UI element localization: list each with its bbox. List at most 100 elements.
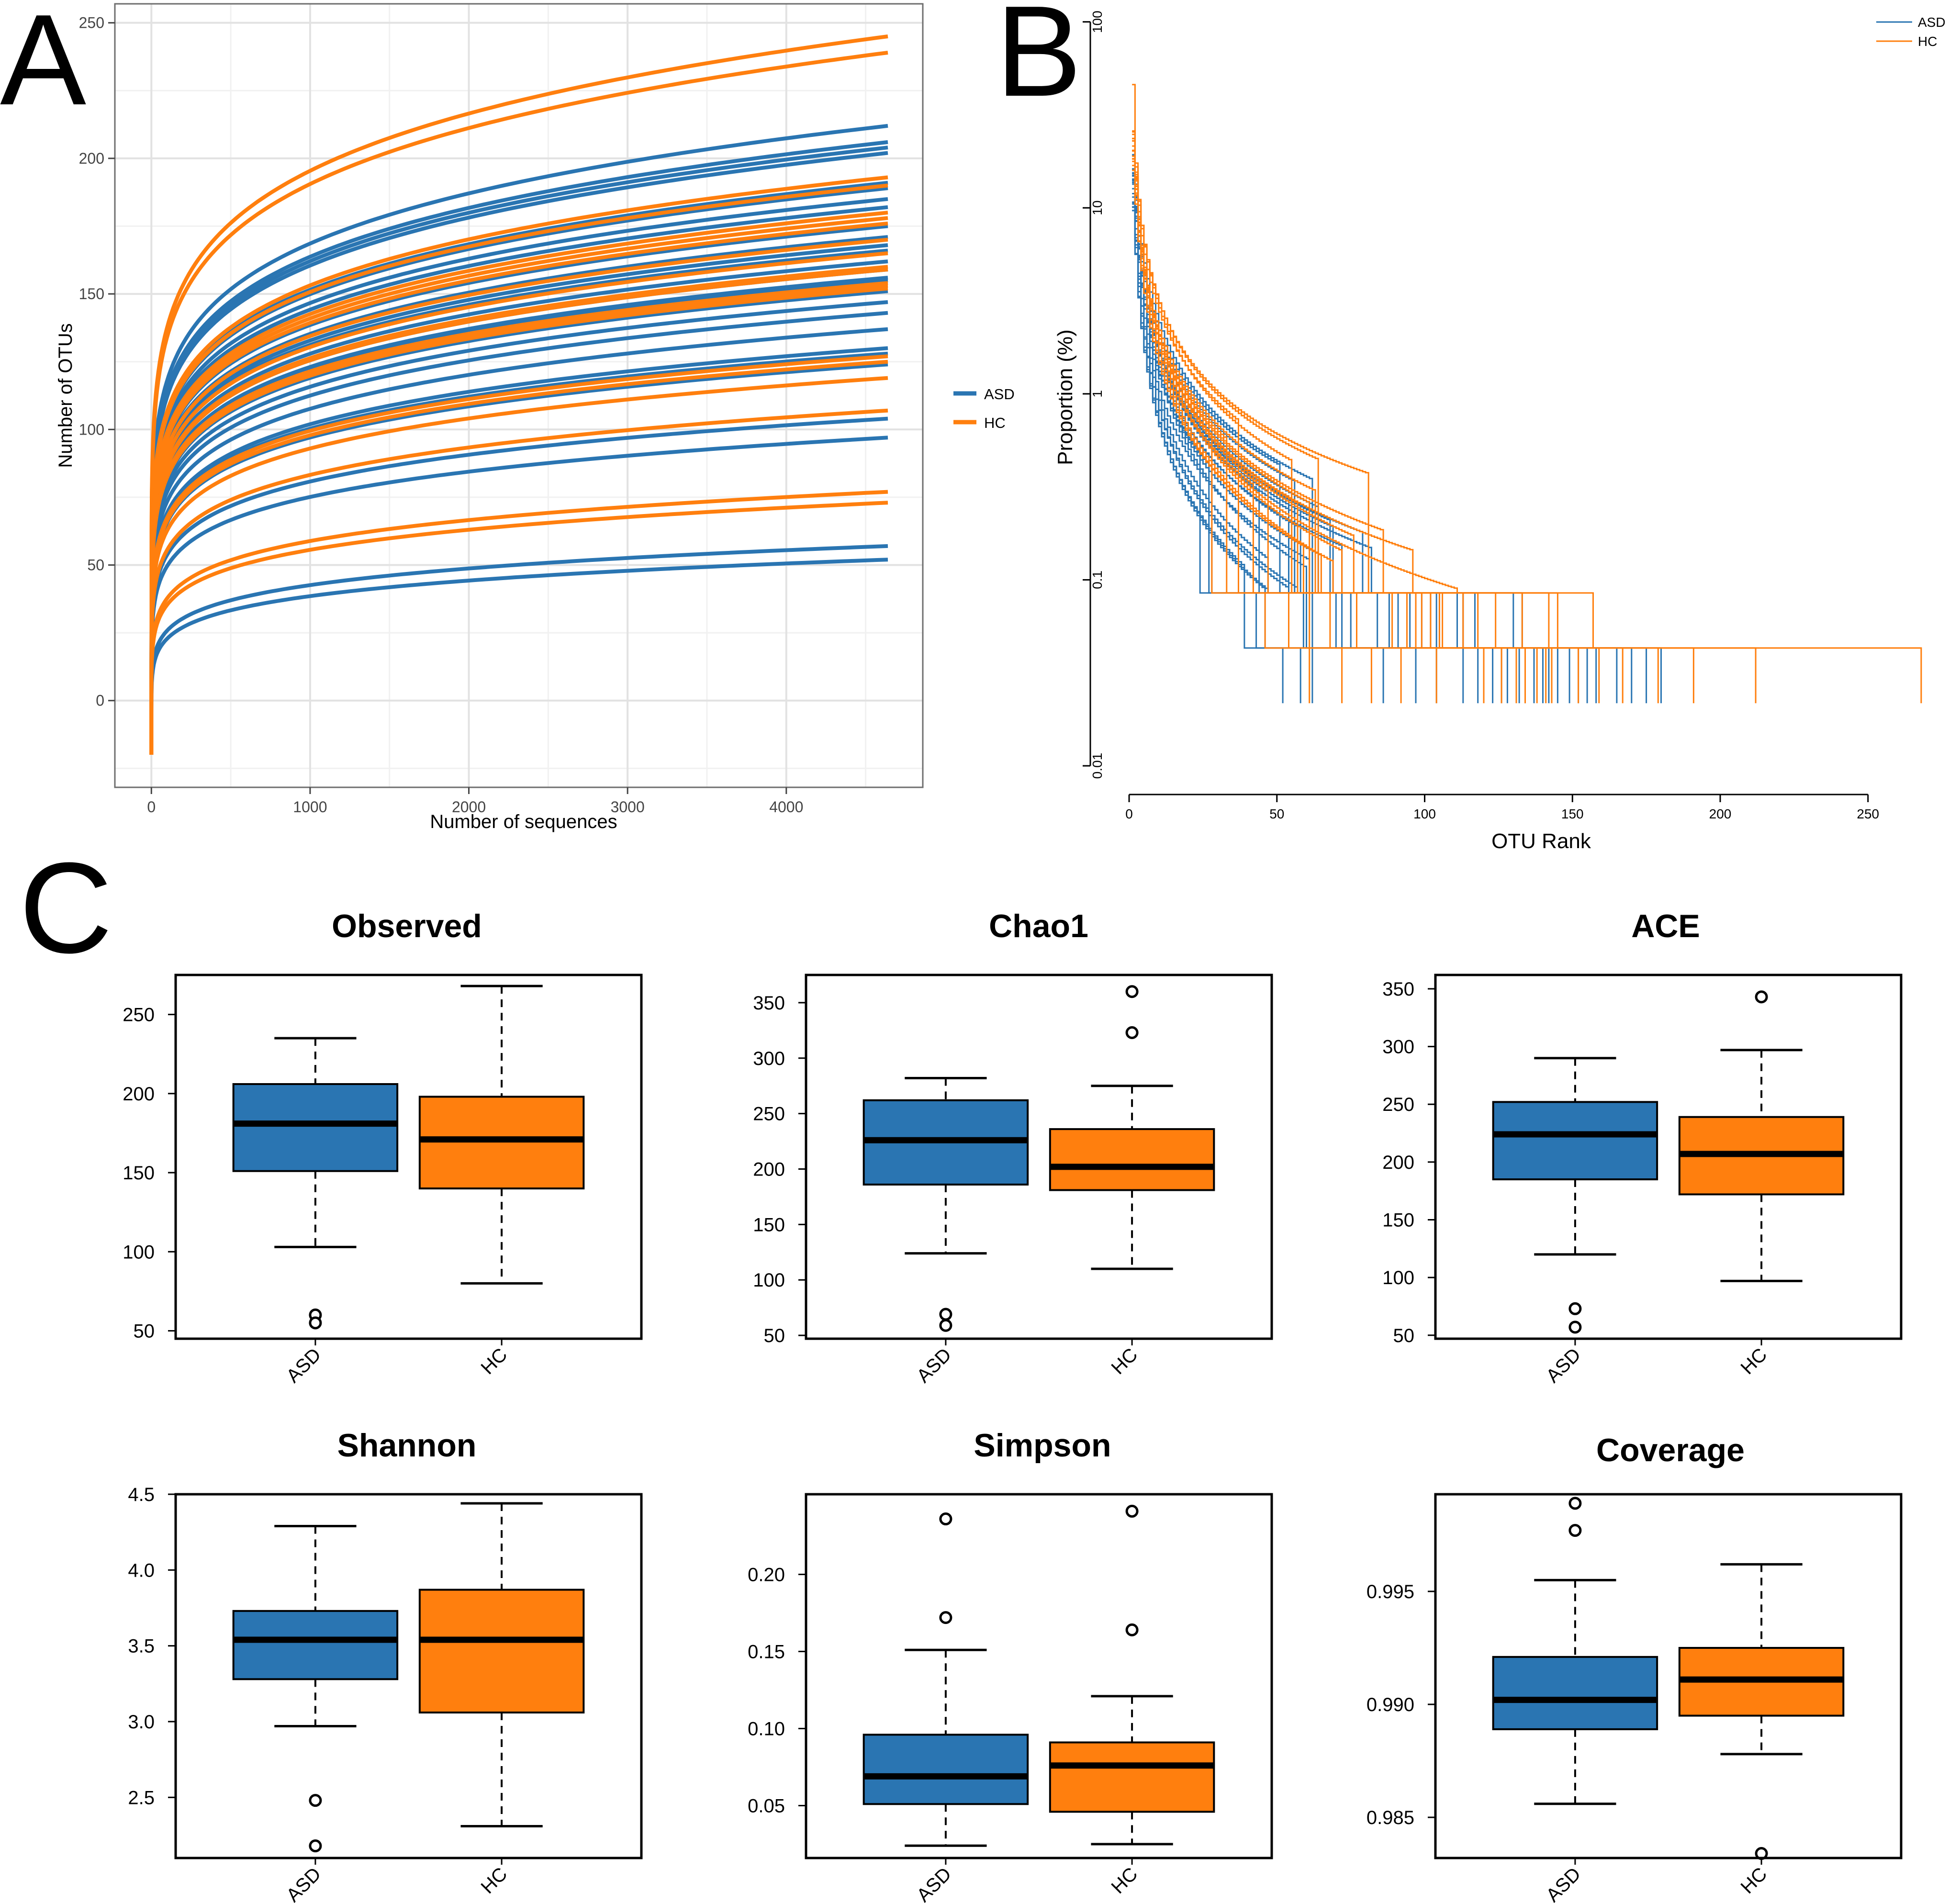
rank-curve-hc [1132, 145, 1659, 704]
rank-curve-hc [1132, 137, 1624, 704]
y-tick-label: 4.0 [128, 1560, 155, 1581]
category-label: ASD [913, 1344, 955, 1387]
y-tick-label: 0 [96, 692, 104, 709]
rarefaction-curve-asd [149, 300, 888, 755]
box-hc [418, 1096, 585, 1190]
panel-label-b: B [996, 0, 1082, 123]
rarefaction-chart: 0 1000 2000 3000 4000 0 50 100 150 200 250 Number o… [55, 3, 1015, 832]
y-tick-label: 50 [1393, 1325, 1415, 1346]
rank-curve-hc [1132, 158, 1538, 704]
rank-curve-asd [1132, 201, 1558, 704]
rank-curve-asd [1132, 193, 1437, 704]
rank-curve-asd [1132, 154, 1535, 704]
y-tick-label: 200 [753, 1159, 785, 1180]
rarefaction-curve-hc [149, 183, 888, 755]
y-tick-label: 100 [123, 1242, 155, 1263]
x-tick-label: 4000 [769, 798, 803, 816]
rarefaction-curve-hc [149, 408, 888, 755]
rarefaction-curve-asd [149, 123, 888, 755]
category-label: ASD [913, 1863, 955, 1903]
rank-curve-asd [1132, 155, 1520, 704]
y-tick-label: 0.10 [748, 1718, 785, 1739]
x-axis-label: Number of sequences [430, 811, 617, 832]
y-tick-label: 0.01 [1090, 753, 1105, 779]
rarefaction-curve-hc [149, 490, 888, 755]
outlier-point [1125, 985, 1139, 998]
x-tick-label: 0 [147, 798, 156, 816]
y-tick-label: 300 [753, 1048, 785, 1069]
x-tick-label: 1000 [293, 798, 327, 816]
outlier-point [939, 1512, 952, 1526]
rank-curve-hc [1132, 150, 1517, 704]
chart-title: Observed [332, 908, 482, 944]
chart-title: Shannon [337, 1427, 477, 1464]
rank-curve-hc [1132, 150, 1502, 704]
category-label: ASD [1542, 1863, 1585, 1903]
legend-label: HC [984, 414, 1006, 431]
rank-curve-hc [1132, 131, 1600, 704]
box-hc [1049, 1741, 1215, 1813]
y-tick-label: 100 [753, 1270, 785, 1291]
chart-title: Coverage [1596, 1432, 1745, 1468]
rank-curve-asd [1132, 196, 1633, 704]
rank-curve-asd [1132, 188, 1597, 704]
y-tick-label: 200 [79, 150, 104, 167]
rank-curve-hc [1132, 169, 1402, 704]
category-label: HC [1107, 1344, 1142, 1378]
chart-title: Simpson [974, 1427, 1111, 1464]
y-tick-label: 100 [1382, 1267, 1414, 1288]
rarefaction-curve-asd [149, 259, 888, 755]
chart-title: ACE [1631, 908, 1700, 944]
plot-frame [114, 3, 924, 788]
y-tick-label: 0.15 [748, 1641, 785, 1662]
y-tick-label: 250 [79, 14, 104, 32]
rarefaction-curve-hc [149, 268, 888, 755]
y-tick-label: 1 [1090, 390, 1105, 398]
outlier-point [309, 1794, 322, 1807]
rarefaction-curve-hc [149, 359, 888, 755]
x-tick-label: 250 [1857, 806, 1879, 821]
outlier-point [1568, 1524, 1582, 1537]
rarefaction-curve-asd [149, 544, 888, 755]
rarefaction-curve-hc [149, 286, 888, 755]
outlier-point [939, 1319, 952, 1332]
y-tick-label: 2.5 [128, 1787, 155, 1808]
y-tick-label: 50 [87, 557, 104, 574]
x-tick-label: 50 [1269, 806, 1284, 821]
boxplot-shannon: Shannon ASD HC 2.5 3.0 3.5 4.0 4.5 [128, 1427, 643, 1903]
category-label: HC [477, 1344, 511, 1378]
y-tick-label: 0.990 [1366, 1694, 1414, 1715]
rarefaction-curve-hc [149, 175, 888, 755]
category-label: HC [477, 1863, 511, 1898]
rarefaction-curve-hc [149, 34, 888, 755]
rank-curve-hc [1132, 149, 1372, 704]
rarefaction-curve-asd [149, 436, 888, 755]
y-tick-label: 100 [1090, 11, 1105, 33]
box-asd [862, 1734, 1029, 1805]
rarefaction-curve-asd [149, 327, 888, 755]
y-tick-label: 10 [1090, 201, 1105, 215]
x-tick-label: 2000 [452, 798, 486, 816]
rank-curve-asd [1132, 178, 1479, 704]
rarefaction-curve-hc [149, 354, 888, 755]
rarefaction-curve-hc [149, 216, 888, 755]
plot-frame [174, 974, 643, 1340]
y-tick-label: 200 [1382, 1152, 1414, 1173]
y-tick-label: 250 [1382, 1094, 1414, 1115]
rank-curve-hc [1132, 140, 1922, 704]
x-tick-label: 200 [1709, 806, 1732, 821]
outlier-point [1125, 1623, 1139, 1636]
y-axis-label: Proportion (%) [1053, 329, 1077, 465]
category-label: HC [1107, 1863, 1142, 1898]
legend-label: ASD [984, 386, 1015, 403]
plot-frame [1434, 974, 1903, 1340]
chart-title: Chao1 [989, 908, 1088, 944]
rarefaction-curve-asd [149, 151, 888, 755]
outlier-point [1755, 990, 1768, 1004]
rank-curve-hc [1132, 158, 1553, 704]
rarefaction-curve-hc [149, 51, 888, 755]
y-tick-label: 0.985 [1366, 1807, 1414, 1828]
rank-curve-asd [1132, 175, 1579, 704]
rarefaction-curve-hc [149, 501, 888, 755]
